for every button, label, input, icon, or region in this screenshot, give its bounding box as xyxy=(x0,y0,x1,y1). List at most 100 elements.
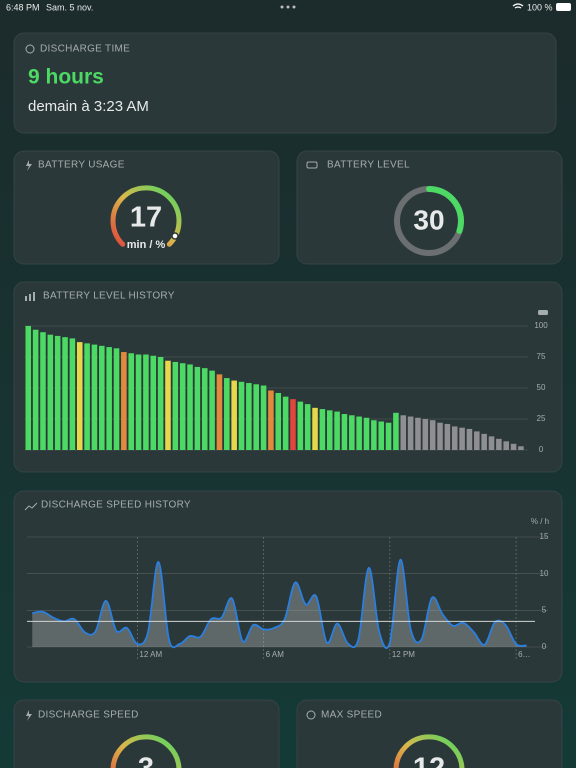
discharge-time-subtitle: demain à 3:23 AM xyxy=(28,98,149,115)
bar xyxy=(282,396,289,450)
status-time: 6:48 PM xyxy=(6,2,40,12)
bar xyxy=(326,410,333,450)
x-tick-label: 6 AM xyxy=(266,650,285,659)
bar xyxy=(40,332,46,450)
bar xyxy=(378,421,384,450)
bar xyxy=(503,441,509,450)
y-tick-label: 25 xyxy=(537,414,546,423)
bar xyxy=(400,415,407,450)
bar xyxy=(165,360,171,450)
y-tick-label: 15 xyxy=(540,532,549,541)
status-battery: 100 % xyxy=(527,2,553,12)
bar xyxy=(157,357,164,450)
bar xyxy=(224,378,230,450)
y-tick-label: 75 xyxy=(537,352,546,361)
y-axis-label: % / h xyxy=(531,517,549,526)
bar xyxy=(275,392,282,450)
chart-title: BATTERY LEVEL HISTORY xyxy=(43,291,175,302)
card-discharge-speed xyxy=(13,699,280,768)
clock-icon xyxy=(25,44,35,54)
bar xyxy=(356,416,362,450)
bar xyxy=(209,370,215,450)
bar xyxy=(172,361,179,450)
speed-value: 3 xyxy=(138,753,154,768)
bar xyxy=(496,438,502,450)
bar xyxy=(201,368,208,450)
card-max-speed xyxy=(296,699,563,768)
usage-unit: min / % xyxy=(127,239,166,251)
bar xyxy=(194,366,201,450)
card-discharge-time xyxy=(13,32,557,134)
bar xyxy=(444,423,451,450)
bar xyxy=(179,363,186,450)
bar xyxy=(47,334,54,450)
multitask-dots[interactable] xyxy=(280,5,296,9)
bar xyxy=(253,384,259,450)
y-tick-label: 5 xyxy=(542,605,547,614)
bar xyxy=(415,417,421,450)
bar xyxy=(312,407,318,450)
bar xyxy=(54,335,61,450)
bar xyxy=(510,443,517,450)
bar xyxy=(62,337,68,450)
y-tick-label: 0 xyxy=(542,642,547,651)
bar xyxy=(304,404,311,450)
bar xyxy=(76,342,83,450)
bar xyxy=(231,380,237,450)
card-speed-history xyxy=(13,490,563,683)
bar xyxy=(429,420,436,450)
bar xyxy=(422,419,429,450)
bar xyxy=(393,412,399,450)
bar xyxy=(106,347,112,450)
card-title: MAX SPEED xyxy=(321,710,382,721)
wifi-icon xyxy=(512,3,524,9)
status-date: Sam. 5 nov. xyxy=(46,2,93,12)
card-title: BATTERY USAGE xyxy=(38,160,125,171)
bar xyxy=(290,399,296,450)
bar xyxy=(334,411,340,450)
x-tick-label: 6… xyxy=(518,650,530,659)
bar xyxy=(407,416,414,450)
bar xyxy=(187,364,193,450)
bar xyxy=(246,383,252,450)
x-tick-label: 12 AM xyxy=(139,650,162,659)
card-title: DISCHARGE TIME xyxy=(40,44,130,55)
bar xyxy=(363,417,370,450)
bar xyxy=(121,352,127,450)
bolt-icon xyxy=(26,710,32,721)
bar xyxy=(268,390,274,450)
x-tick-label: 12 PM xyxy=(392,650,415,659)
bolt-icon xyxy=(26,160,32,171)
line-icon xyxy=(24,502,38,511)
gauge-indicator xyxy=(171,232,179,240)
battery-outline-icon xyxy=(306,161,318,169)
bar xyxy=(297,401,304,450)
bar xyxy=(260,385,267,450)
bar xyxy=(466,428,473,450)
area-fill xyxy=(32,559,527,649)
card-title: DISCHARGE SPEED xyxy=(38,710,139,721)
bar xyxy=(371,420,377,450)
gauge-arc xyxy=(110,734,182,768)
gauge-level-arc xyxy=(426,186,464,234)
gauge-arc xyxy=(110,185,182,247)
card-battery-usage xyxy=(13,150,280,265)
battery-icon xyxy=(556,3,571,11)
bar xyxy=(91,344,98,450)
bar xyxy=(319,409,326,450)
discharge-time-value: 9 hours xyxy=(28,66,104,89)
bar xyxy=(25,326,32,450)
speed-icon xyxy=(306,710,316,720)
bar xyxy=(84,343,90,450)
bar xyxy=(518,446,524,450)
bar xyxy=(113,348,120,450)
bar xyxy=(99,345,105,450)
y-tick-label: 50 xyxy=(537,383,546,392)
bar xyxy=(238,381,245,450)
bar xyxy=(481,433,487,450)
bar xyxy=(385,422,392,450)
gauge-arc xyxy=(393,734,465,768)
max-speed-value: 12 xyxy=(413,753,445,768)
bar xyxy=(143,354,149,450)
